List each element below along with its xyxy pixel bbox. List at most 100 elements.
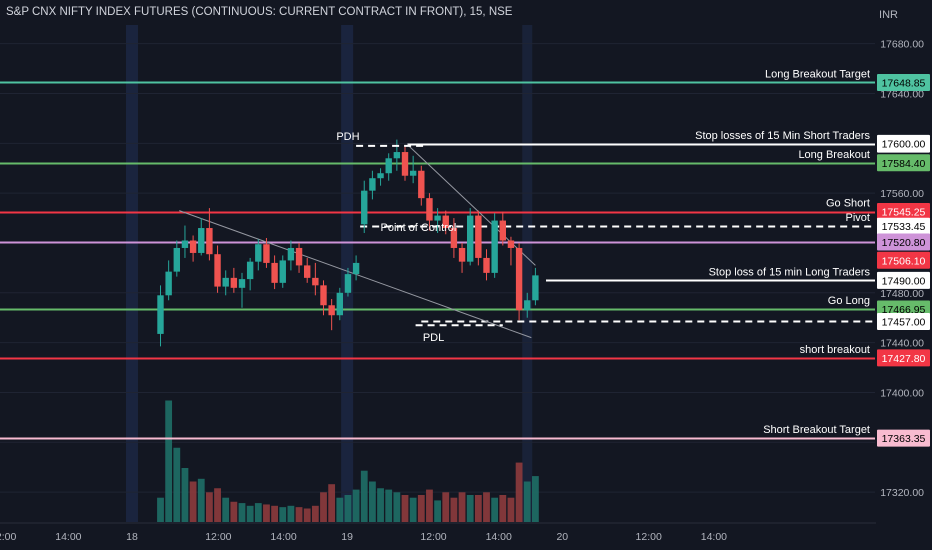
level-name-label: Short Breakout Target xyxy=(763,424,870,436)
candle-body xyxy=(198,228,205,253)
volume-bar xyxy=(523,481,531,522)
price-tag xyxy=(877,251,930,269)
volume-bar xyxy=(434,500,441,522)
price-tag xyxy=(877,154,930,172)
price-tag xyxy=(877,271,930,289)
candle-body xyxy=(467,215,474,262)
volume-bar xyxy=(385,489,393,522)
volume-bar xyxy=(295,507,303,522)
price-tag xyxy=(877,203,930,221)
volume-bar xyxy=(401,495,409,522)
candle-body xyxy=(157,295,164,334)
volume-bar xyxy=(320,492,327,522)
candle-body xyxy=(279,260,286,283)
candle-body xyxy=(450,228,458,248)
price-tick-label: 17680.00 xyxy=(880,39,924,51)
candle-body xyxy=(222,277,229,287)
volume-bar xyxy=(189,481,197,522)
volume-bar xyxy=(377,488,384,522)
price-tag-label: 17584.40 xyxy=(882,158,926,170)
candle-body xyxy=(515,247,523,311)
session-break-band xyxy=(341,25,354,522)
volume-bar xyxy=(173,447,181,522)
time-tick-label: 20 xyxy=(556,531,568,543)
level-name-label: Stop losses of 15 Min Short Traders xyxy=(695,130,870,142)
volume-bar xyxy=(417,495,425,522)
candle-body xyxy=(491,220,498,273)
price-tag xyxy=(877,134,930,152)
price-tag-label: 17457.00 xyxy=(882,316,926,328)
level-name-label: Pivot xyxy=(846,212,870,224)
candle-body xyxy=(418,170,425,199)
level-labels: Long Breakout Target Stop losses of 15 Mi… xyxy=(695,68,870,436)
volume-bars xyxy=(157,400,539,522)
time-tick-label: 19 xyxy=(341,531,353,543)
volume-bar xyxy=(426,489,433,522)
volume-bar xyxy=(450,497,458,522)
annotation-label: PDH xyxy=(336,131,359,143)
price-tick-label: 17320.00 xyxy=(880,487,924,499)
volume-bar xyxy=(181,468,189,522)
currency-label: INR xyxy=(879,9,898,21)
level-name-label: Go Long xyxy=(828,295,870,307)
volume-bar xyxy=(254,503,262,522)
volume-bar xyxy=(499,495,507,522)
candle-body xyxy=(507,240,515,248)
volume-bar xyxy=(279,507,287,522)
candle-body xyxy=(295,247,303,266)
time-tick-label: 14:00 xyxy=(486,531,512,543)
volume-bar xyxy=(222,497,230,522)
time-axis[interactable]: 12:00 14:00 18 12:00 14:00 19 12:00 14:00 20 12:0… xyxy=(0,522,876,550)
candles xyxy=(157,139,539,347)
price-tag-label: 17427.80 xyxy=(882,353,926,365)
candle-body xyxy=(263,244,270,263)
volume-bar xyxy=(344,495,352,522)
time-axis-bg xyxy=(0,523,876,550)
level-lines xyxy=(0,81,875,440)
volume-bar xyxy=(157,497,164,522)
time-tick-label: 12:00 xyxy=(0,531,17,543)
price-tick-label: 17400.00 xyxy=(880,387,924,399)
price-tick-label: 17480.00 xyxy=(880,288,924,300)
time-tick-label: 12:00 xyxy=(636,531,662,543)
price-axis[interactable]: 17680.0017640.0017600.0017560.0017520.00… xyxy=(876,0,932,550)
candle-body xyxy=(442,215,449,229)
candle-body xyxy=(352,262,360,275)
volume-bar xyxy=(263,504,270,522)
volume-bar xyxy=(352,489,360,522)
level-name-label: Long Breakout Target xyxy=(765,68,870,80)
level-name-label: Long Breakout xyxy=(798,149,870,161)
candle-body xyxy=(377,173,384,179)
price-tag-label: 17545.25 xyxy=(882,207,926,219)
volume-bar xyxy=(214,488,221,522)
volume-bar xyxy=(165,400,173,522)
level-name-label: Stop loss of 15 min Long Traders xyxy=(709,266,871,278)
volume-bar xyxy=(369,481,376,522)
volume-bar xyxy=(287,505,295,522)
price-tag-label: 17490.00 xyxy=(882,275,926,287)
candle-body xyxy=(328,305,335,316)
candle-body xyxy=(385,158,392,174)
candle-body xyxy=(246,261,254,280)
candle-body xyxy=(271,262,278,283)
candle-body xyxy=(181,240,189,248)
annotation-label: Point of Control xyxy=(381,222,457,234)
volume-bar xyxy=(442,492,450,522)
candle-body xyxy=(401,152,409,176)
price-tag-label: 17533.45 xyxy=(882,221,926,233)
price-tag xyxy=(877,312,930,330)
price-tag-label: 17506.10 xyxy=(882,255,926,267)
price-tag xyxy=(877,233,930,251)
candle-body xyxy=(304,265,311,278)
volume-bar xyxy=(532,476,539,522)
candle-body xyxy=(409,170,417,176)
price-tick-label: 17560.00 xyxy=(880,188,924,200)
annotations: PDH PDL Point of Control xyxy=(336,131,503,344)
candle-body xyxy=(165,271,172,296)
volume-bar xyxy=(336,497,344,522)
candle-body xyxy=(483,257,490,273)
candle-body xyxy=(230,277,238,288)
candle-body xyxy=(173,247,180,272)
volume-bar xyxy=(491,497,499,522)
